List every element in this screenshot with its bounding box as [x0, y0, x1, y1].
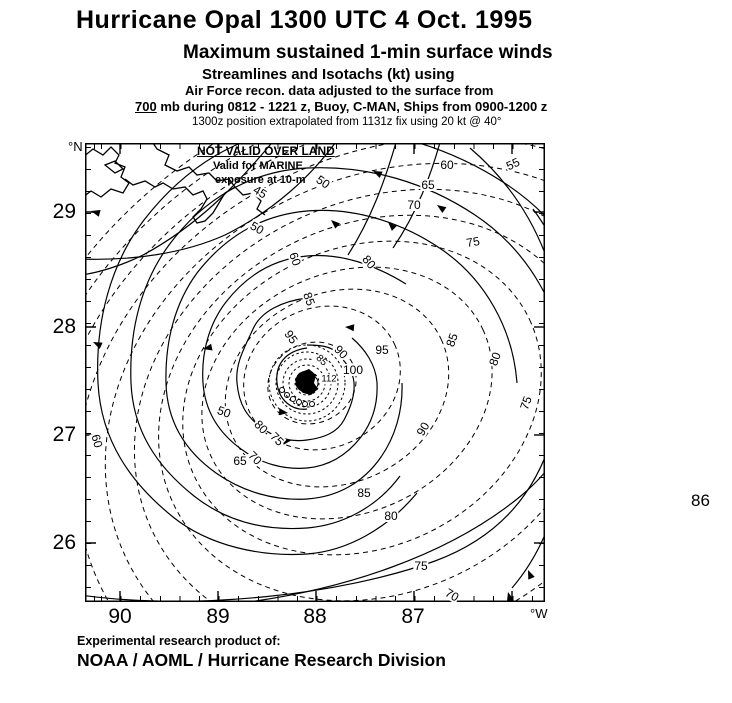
isotach-label: 100	[341, 363, 365, 377]
subtitle-sources-rest: mb during 0812 - 1221 z, Buoy, C-MAN, Sh…	[156, 99, 548, 114]
subtitle-sources: 700 mb during 0812 - 1221 z, Buoy, C-MAN…	[135, 99, 547, 114]
lon-label-89: 89	[206, 605, 230, 628]
axis-west-label: °W	[530, 606, 548, 621]
isotach-label: 70	[406, 198, 422, 212]
lat-label-26: 26	[52, 531, 76, 554]
isotach-label: 65	[232, 454, 248, 468]
isotach-label: 65	[420, 178, 436, 192]
warning-not-valid-over-land: NOT VALID OVER LAND	[197, 144, 335, 158]
warning-valid-marine: Valid for MARINE	[213, 160, 303, 172]
subtitle-position: 1300z position extrapolated from 1131z f…	[192, 116, 502, 128]
page-number: 86	[691, 491, 710, 510]
subtitle-recon: Air Force recon. data adjusted to the su…	[185, 83, 494, 98]
lat-label-27: 27	[52, 423, 76, 446]
isotach-label: 95	[374, 343, 390, 357]
subtitle-winds: Maximum sustained 1-min surface winds	[183, 42, 553, 63]
map-frame	[85, 143, 545, 602]
axis-north-label: °N	[68, 139, 83, 154]
analysis-map: NOT VALID OVER LAND Valid for MARINE exp…	[85, 143, 545, 604]
storm-eye-marker	[279, 369, 319, 407]
isotach-label: 75	[413, 559, 429, 573]
lat-label-28: 28	[52, 315, 76, 338]
isotach-label: 60	[88, 432, 106, 450]
lon-label-88: 88	[303, 605, 327, 628]
subtitle-streamlines: Streamlines and Isotachs (kt) using	[202, 66, 455, 83]
lat-label-29: 29	[52, 200, 76, 223]
isotach-label: 80	[383, 509, 399, 523]
isotach-label: 60	[439, 158, 455, 172]
warning-exposure: exposure at 10-m	[215, 174, 306, 186]
subtitle-700mb: 700	[135, 99, 157, 114]
lon-label-90: 90	[108, 605, 132, 628]
footer-noaa: NOAA / AOML / Hurricane Research Divisio…	[77, 650, 446, 670]
max-wind-label: 112	[321, 373, 337, 385]
page-title: Hurricane Opal 1300 UTC 4 Oct. 1995	[76, 6, 533, 34]
isotach-label: 75	[464, 233, 482, 251]
footer-experimental: Experimental research product of:	[77, 634, 281, 648]
map-canvas	[85, 143, 545, 602]
lon-label-87: 87	[401, 605, 425, 628]
isotach-label: 85	[356, 486, 372, 500]
isotach-contours	[85, 143, 545, 602]
